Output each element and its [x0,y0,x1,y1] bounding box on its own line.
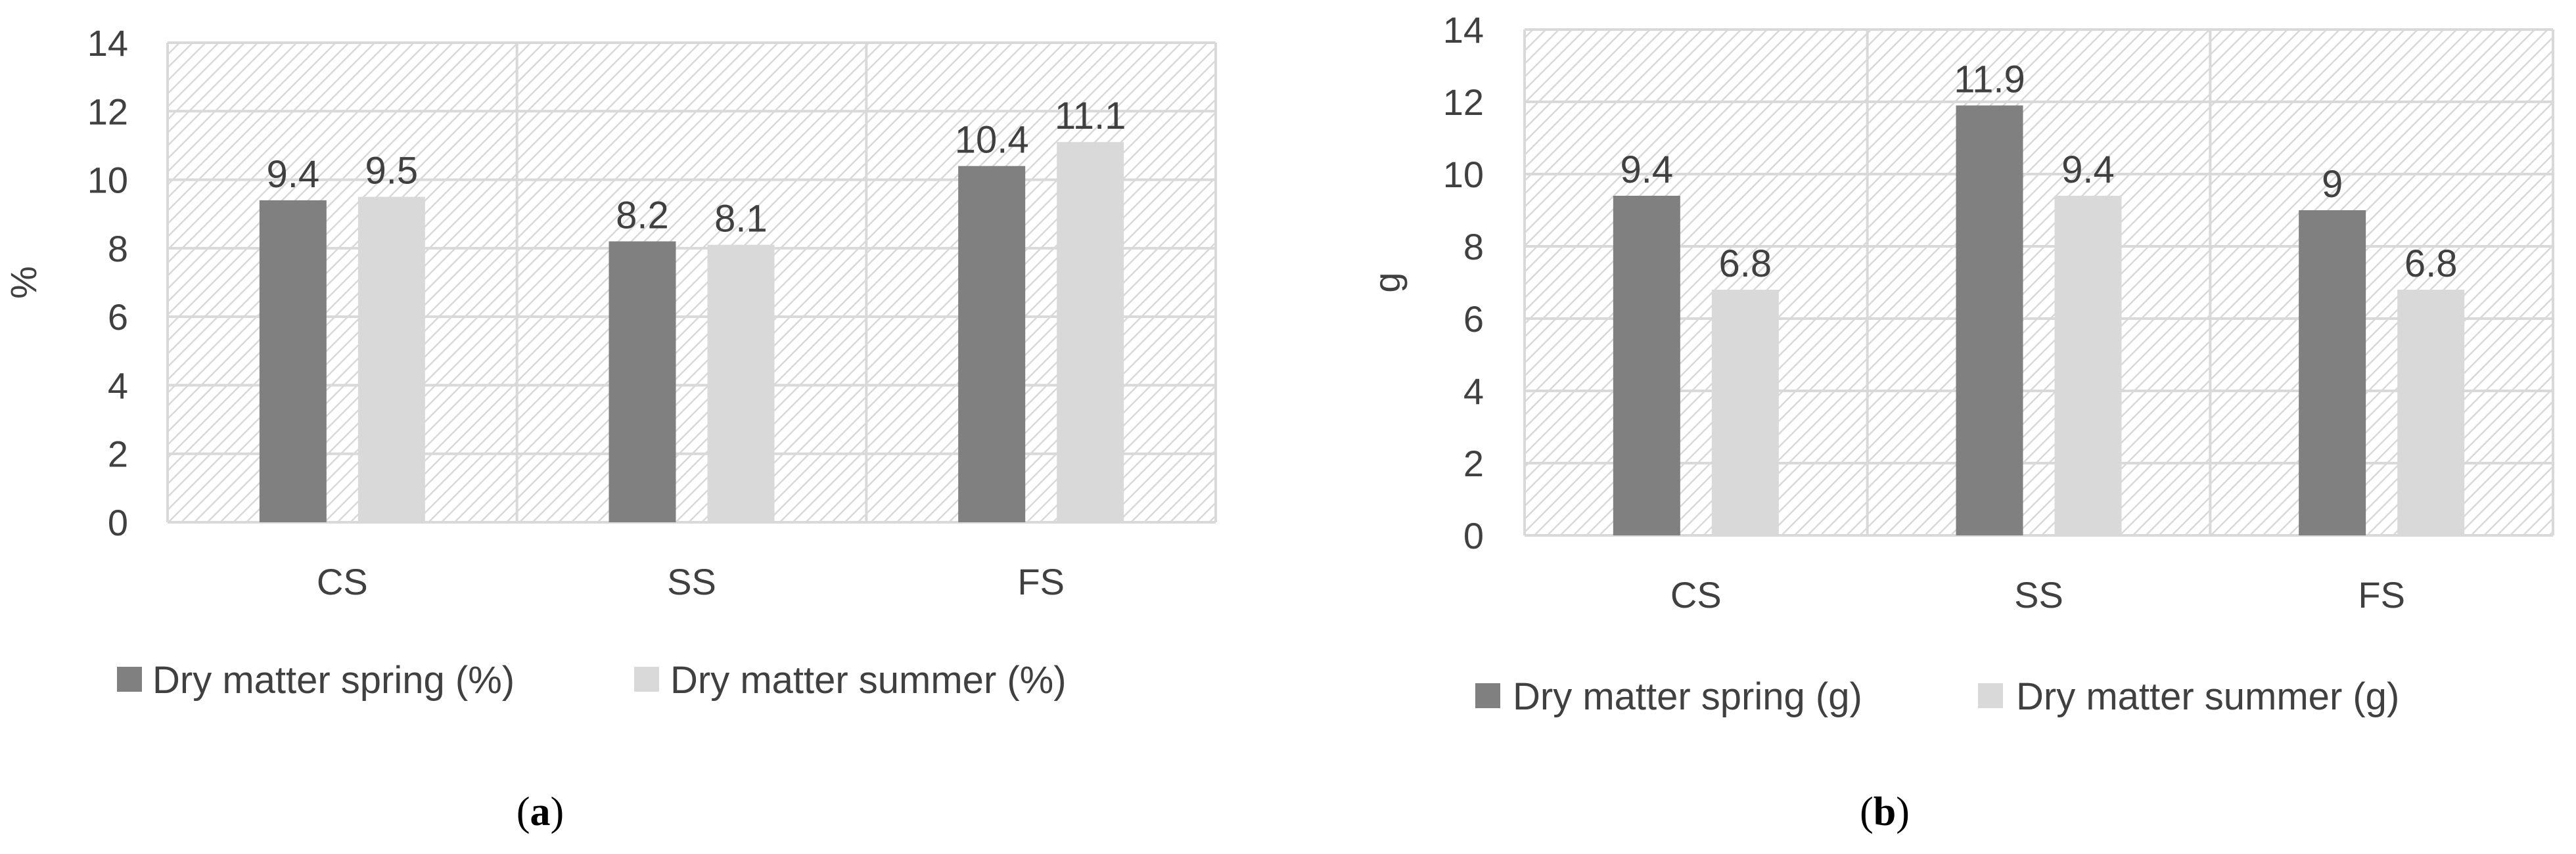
chart-b-plot-area [1525,30,2553,535]
data-label: 9 [2322,163,2343,206]
bar [609,241,676,522]
data-label: 9.4 [1621,148,1674,191]
chart-b-legend-label-spring: Dry matter spring (g) [1513,675,1862,718]
y-tick-label: 14 [1443,9,1484,51]
chart-b-y-axis-label: g [1366,272,1408,292]
chart-b-bars [1613,105,2465,535]
chart-a-panel-label: (a) [517,790,564,834]
y-tick-label: 6 [108,296,128,338]
category-label: CS [1670,574,1722,616]
bar [707,244,775,522]
data-label: 11.1 [1055,95,1126,137]
bar [958,166,1026,522]
chart-b: 9.4 6.8 11.9 9.4 9 6.8 0 2 4 6 8 10 12 14 CS SS FS g D… [1366,9,2554,834]
data-label: 6.8 [2404,242,2458,285]
category-label: SS [2014,574,2063,616]
y-tick-label: 0 [108,502,128,543]
y-tick-label: 10 [1443,154,1484,195]
chart-a-legend-swatch-summer [634,667,659,692]
bar [1613,196,1680,535]
y-tick-label: 10 [87,160,128,201]
y-tick-label: 4 [1463,371,1484,412]
data-label: 10.4 [955,119,1029,162]
chart-b-legend-label-summer: Dry matter summer (g) [2016,675,2399,718]
bar [1956,105,2023,535]
bar [2397,290,2465,535]
chart-a-legend-label-spring: Dry matter spring (%) [152,659,515,702]
chart-b-legend-swatch-spring [1475,683,1500,708]
category-label: SS [667,561,716,602]
data-label: 9.4 [267,153,320,196]
y-tick-label: 12 [1443,81,1484,123]
category-label: FS [1017,561,1065,602]
chart-b-y-tick-labels: 0 2 4 6 8 10 12 14 [1443,9,1484,556]
chart-a-legend-swatch-spring [117,667,142,692]
chart-a-data-labels: 9.4 9.5 8.2 8.1 10.4 11.1 [267,95,1126,240]
y-tick-label: 6 [1463,298,1484,340]
bar [259,200,327,522]
y-tick-label: 8 [1463,226,1484,267]
y-tick-label: 2 [1463,443,1484,484]
chart-a-gridlines [166,41,1217,524]
chart-b-legend-swatch-summer [1978,683,2003,708]
chart-a-y-tick-labels: 0 2 4 6 8 10 12 14 [87,22,128,543]
chart-a-legend-label-summer: Dry matter summer (%) [670,659,1067,702]
chart-a-plot-area [168,43,1216,522]
bar [2299,210,2366,535]
data-label: 9.5 [365,150,419,192]
bar [357,196,425,522]
data-label: 8.1 [714,198,768,240]
y-tick-label: 12 [87,91,128,132]
chart-a-bars [259,142,1124,522]
data-label: 9.4 [2061,148,2115,191]
bar [2054,196,2122,535]
chart-a-y-axis-label: % [3,266,44,299]
chart-a-category-labels: CS SS FS [317,561,1065,602]
data-label: 6.8 [1719,242,1772,285]
category-label: FS [2358,574,2405,616]
y-tick-label: 8 [108,228,128,269]
chart-b-panel-label: (b) [1860,790,1910,834]
bar [1057,142,1124,522]
y-tick-label: 2 [108,434,128,475]
chart-a-legend: Dry matter spring (%) Dry matter summer … [117,659,1067,702]
chart-b-gridlines [1523,28,2554,537]
data-label: 11.9 [1954,58,2025,101]
y-tick-label: 14 [87,22,128,64]
chart-b-legend: Dry matter spring (g) Dry matter summer … [1475,675,2399,718]
chart-b-category-labels: CS SS FS [1670,574,2405,616]
data-label: 8.2 [616,194,669,236]
chart-b-data-labels: 9.4 6.8 11.9 9.4 9 6.8 [1621,58,2458,286]
y-tick-label: 0 [1463,515,1484,556]
bar [1711,290,1779,535]
y-tick-label: 4 [108,365,128,406]
category-label: CS [317,561,368,602]
